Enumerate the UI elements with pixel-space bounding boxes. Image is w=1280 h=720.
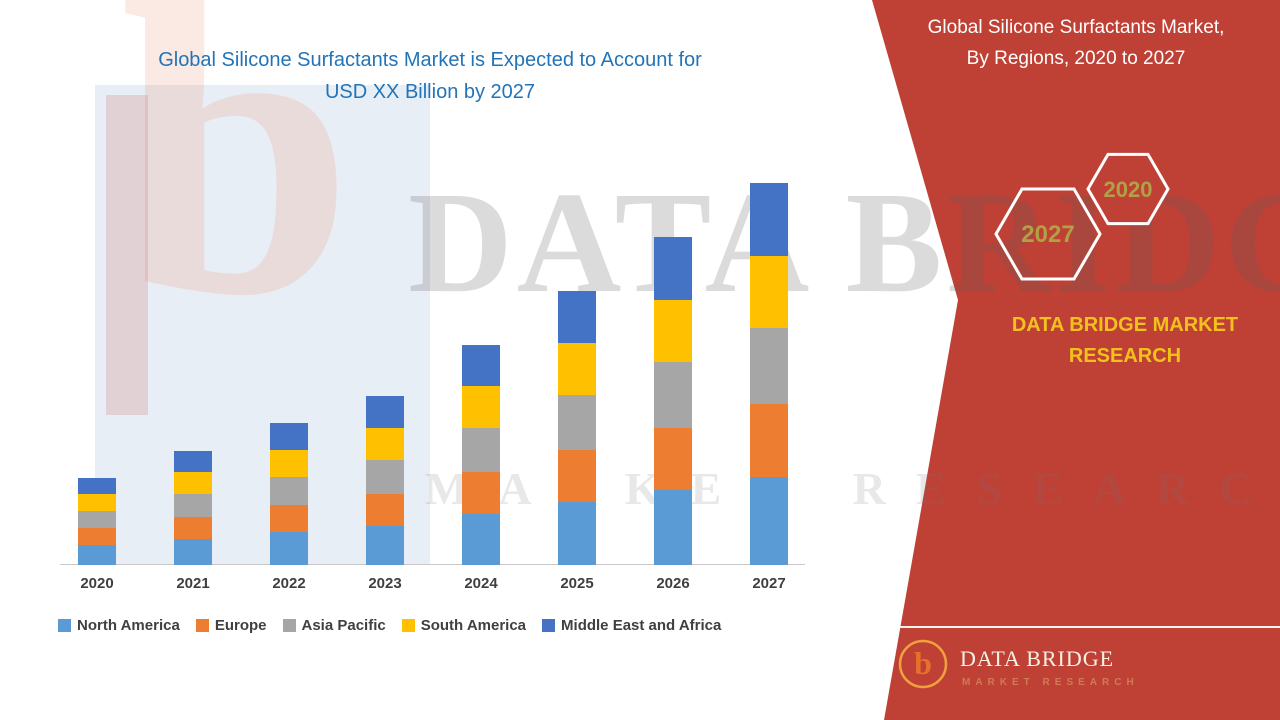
legend-label: Asia Pacific [301, 617, 386, 634]
legend-swatch-icon [58, 619, 71, 632]
bar-segment-asia-pacific [462, 428, 500, 472]
legend-swatch-icon [195, 619, 209, 632]
legend-label: Middle East and Africa [561, 617, 722, 634]
legend-item: South America [401, 617, 527, 634]
databridge-logo-icon: b [898, 639, 948, 689]
x-axis-label: 2020 [80, 575, 114, 592]
hexagon-badges: 2027 2020 [994, 152, 1170, 281]
bar-segment-europe [78, 528, 116, 545]
bar-segment-europe [558, 450, 596, 502]
bar-segment-north-america [462, 514, 500, 565]
bar-segment-south-america [366, 428, 404, 460]
bar-segment-europe [462, 472, 500, 514]
bar-segment-north-america [750, 477, 788, 565]
bar-segment-south-america [174, 472, 212, 494]
bar-segment-south-america [750, 256, 788, 328]
bar-segment-south-america [462, 386, 500, 428]
bar-segment-north-america [78, 545, 116, 565]
bar-segment-south-america [558, 343, 596, 395]
bar-segment-asia-pacific [750, 328, 788, 404]
bar-segment-asia-pacific [654, 362, 692, 428]
hexagon-2020-label: 2020 [1104, 177, 1153, 202]
legend-label: South America [420, 617, 527, 634]
bar-segment-middle-east-and-africa [558, 291, 596, 343]
bar-segment-south-america [270, 450, 308, 477]
chart-legend: North America Europe Asia Pacific South Ame… [58, 617, 721, 634]
watermark-logo-stem [106, 95, 148, 415]
bar-segment-south-america [654, 300, 692, 362]
hexagon-2027-outline [994, 187, 1102, 281]
bar-segment-north-america [558, 502, 596, 565]
bar-segment-asia-pacific [366, 460, 404, 494]
x-axis-label: 2027 [752, 575, 786, 592]
x-axis-label: 2023 [368, 575, 402, 592]
hexagon-2020-outline [1086, 152, 1170, 226]
bar-segment-europe [270, 505, 308, 532]
x-axis-label: 2025 [560, 575, 594, 592]
chart-title: Global Silicone Surfactants Market is Ex… [70, 44, 790, 108]
watermark-logo-b: b [120, 0, 354, 382]
bar-segment-asia-pacific [78, 511, 116, 528]
bar-segment-middle-east-and-africa [750, 183, 788, 256]
legend-swatch-icon [542, 619, 556, 632]
panel-brand-line2: RESEARCH [1068, 345, 1182, 367]
legend-item: Middle East and Africa [542, 617, 721, 634]
bar-segment-middle-east-and-africa [174, 451, 212, 472]
hexagon-2027-label: 2027 [1021, 221, 1074, 248]
x-axis-label: 2026 [656, 575, 690, 592]
chart-title-line1: Global Silicone Surfactants Market is Ex… [158, 49, 702, 71]
bar-segment-europe [366, 494, 404, 526]
footer-separator [898, 626, 1280, 628]
databridge-logo-letter: b [914, 645, 932, 681]
bar-segment-europe [174, 517, 212, 539]
bar-segment-north-america [366, 526, 404, 565]
bar-segment-asia-pacific [558, 395, 596, 450]
legend-swatch-icon [282, 619, 296, 632]
chart-title-line2: USD XX Billion by 2027 [324, 81, 536, 103]
bar-segment-europe [654, 428, 692, 490]
x-axis-label: 2022 [272, 575, 306, 592]
legend-label: Europe [214, 617, 267, 634]
panel-title-line1: Global Silicone Surfactants Market, [927, 17, 1225, 38]
panel-brand-text: DATA BRIDGE MARKET RESEARCH [940, 310, 1280, 372]
bar-segment-middle-east-and-africa [366, 396, 404, 428]
panel-brand-line1: DATA BRIDGE MARKET [1011, 314, 1239, 336]
x-axis-label: 2021 [176, 575, 210, 592]
legend-item: Europe [195, 617, 267, 634]
legend-swatch-icon [401, 619, 415, 632]
bar-segment-europe [750, 404, 788, 477]
bar-segment-south-america [78, 494, 116, 511]
x-axis-labels: 2020 2021 2022 2023 2024 2025 2026 2027 [60, 575, 805, 597]
legend-item: North America [58, 617, 180, 634]
footer-brand-name: DATA BRIDGE [960, 646, 1115, 671]
bar-segment-middle-east-and-africa [654, 237, 692, 300]
panel-title: Global Silicone Surfactants Market, By R… [880, 12, 1272, 74]
x-axis-line [60, 564, 805, 565]
bar-segment-asia-pacific [270, 477, 308, 505]
bar-segment-middle-east-and-africa [78, 478, 116, 494]
footer-brand-subtitle: MARKET RESEARCH [962, 677, 1139, 688]
panel-title-line2: By Regions, 2020 to 2027 [966, 48, 1186, 69]
bar-segment-north-america [270, 532, 308, 565]
bar-segment-middle-east-and-africa [462, 345, 500, 386]
bar-segment-north-america [654, 490, 692, 565]
legend-item: Asia Pacific [282, 617, 386, 634]
bar-segment-middle-east-and-africa [270, 423, 308, 450]
bar-segment-north-america [174, 539, 212, 565]
legend-label: North America [77, 617, 180, 634]
stacked-bar-chart [60, 172, 805, 565]
bar-segment-asia-pacific [174, 494, 212, 517]
x-axis-label: 2024 [464, 575, 498, 592]
